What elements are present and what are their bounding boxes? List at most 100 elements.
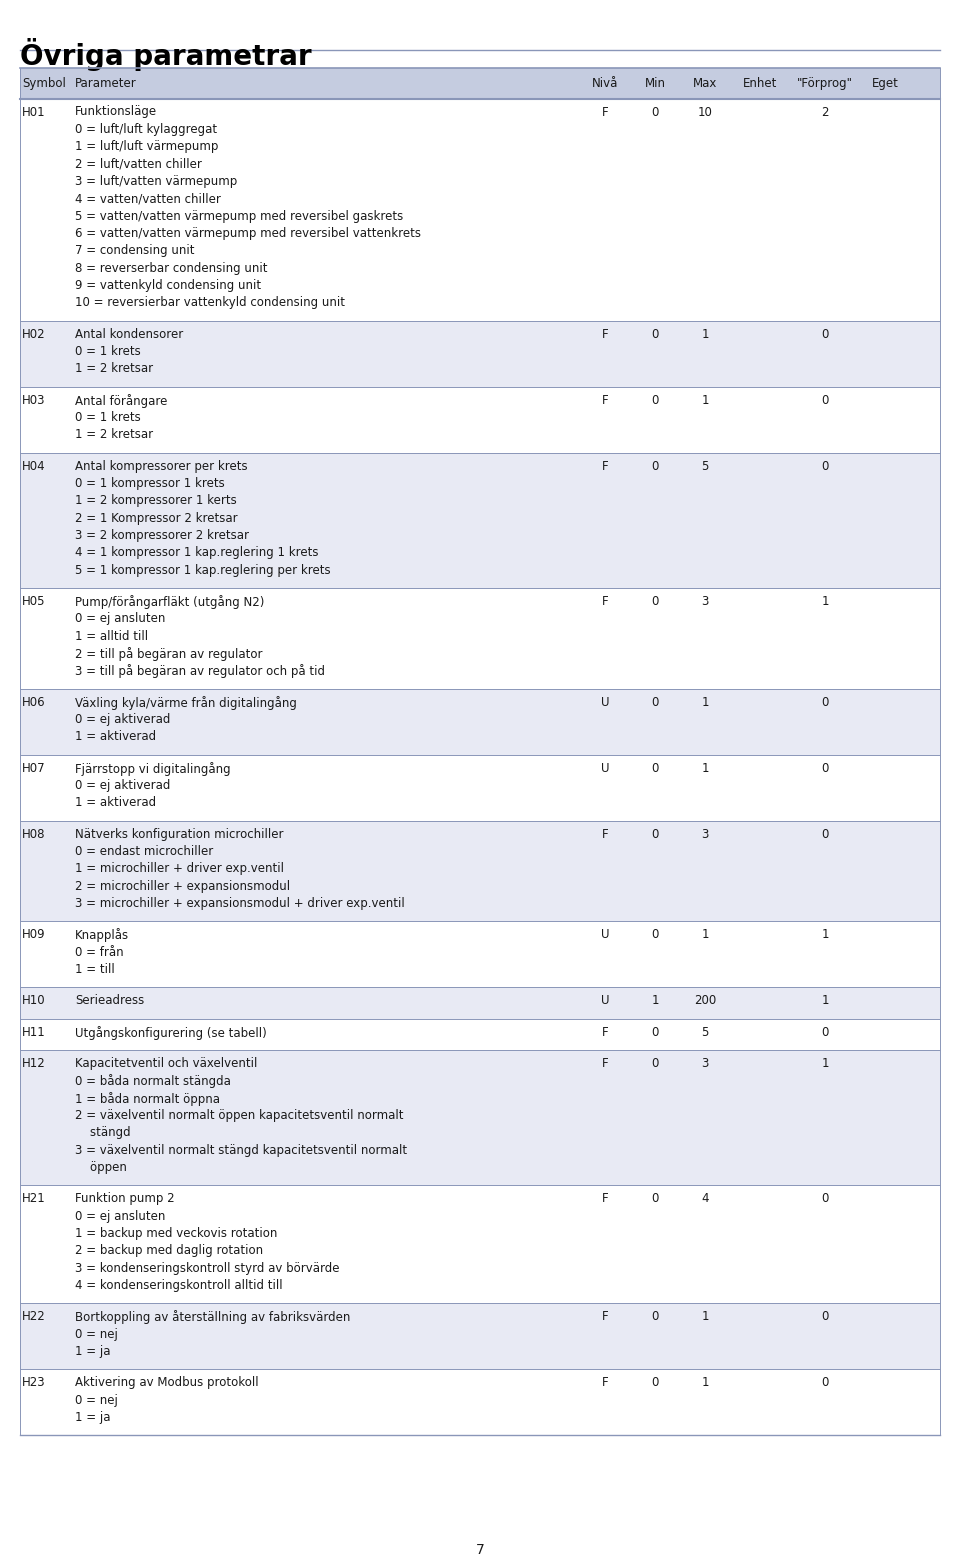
Text: Antal kondensorer: Antal kondensorer [75,328,183,340]
Text: 0: 0 [822,394,828,406]
Bar [20,387,940,453]
Text: 4: 4 [701,1192,708,1206]
Text: 0: 0 [651,696,659,709]
Text: 0: 0 [651,596,659,608]
Text: Symbol: Symbol [22,77,66,89]
Text: H07: H07 [22,762,46,775]
Bar [20,1303,940,1369]
Bar [20,688,940,754]
Text: 1: 1 [701,696,708,709]
Text: F: F [602,328,609,340]
Text: H06: H06 [22,696,46,709]
Bar [20,67,940,99]
Text: Pump/förångarfläkt (utgång N2): Pump/förångarfläkt (utgång N2) [75,596,264,608]
Text: Serieadress: Serieadress [75,994,144,1007]
Text: 1: 1 [701,762,708,775]
Text: Aktivering av Modbus protokoll: Aktivering av Modbus protokoll [75,1377,258,1389]
Text: Antal förångare: Antal förångare [75,394,167,408]
Bar [20,1185,940,1303]
Text: 0 = båda normalt stängda: 0 = båda normalt stängda [75,1074,230,1088]
Text: 0: 0 [651,1311,659,1323]
Text: 0 = luft/luft kylaggregat: 0 = luft/luft kylaggregat [75,122,217,136]
Text: 0: 0 [651,1377,659,1389]
Text: 0 = ej ansluten: 0 = ej ansluten [75,1209,165,1223]
Text: 3: 3 [702,596,708,608]
Text: Enhet: Enhet [743,77,778,89]
Text: 1 = 2 kretsar: 1 = 2 kretsar [75,362,154,375]
Text: H02: H02 [22,328,46,340]
Text: öppen: öppen [75,1160,127,1174]
Text: 2 = till på begäran av regulator: 2 = till på begäran av regulator [75,648,262,662]
Text: 1: 1 [701,328,708,340]
Text: 5 = 1 kompressor 1 kap.reglering per krets: 5 = 1 kompressor 1 kap.reglering per kre… [75,564,330,577]
Text: H22: H22 [22,1311,46,1323]
Text: 3: 3 [702,1057,708,1069]
Text: 5: 5 [702,1025,708,1038]
Text: 1 = backup med veckovis rotation: 1 = backup med veckovis rotation [75,1228,277,1240]
Text: H03: H03 [22,394,45,406]
Text: 2 = luft/vatten chiller: 2 = luft/vatten chiller [75,157,202,171]
Text: H08: H08 [22,828,45,840]
Bar [20,922,940,988]
Text: 3 = till på begäran av regulator och på tid: 3 = till på begäran av regulator och på … [75,665,325,679]
Text: 6 = vatten/vatten värmepump med reversibel vattenkrets: 6 = vatten/vatten värmepump med reversib… [75,227,421,240]
Text: U: U [601,696,610,709]
Text: 0: 0 [651,1057,659,1069]
Text: 3: 3 [702,828,708,840]
Text: Fjärrstopp vi digitalingång: Fjärrstopp vi digitalingång [75,762,230,776]
Text: 1: 1 [701,928,708,941]
Text: 0 = 1 krets: 0 = 1 krets [75,345,141,358]
Text: 1: 1 [701,394,708,406]
Text: 1 = aktiverad: 1 = aktiverad [75,731,156,743]
Text: 0: 0 [822,1025,828,1038]
Bar [20,754,940,820]
Bar [20,99,940,321]
Text: F: F [602,1192,609,1206]
Text: H01: H01 [22,105,46,119]
Bar [20,321,940,387]
Text: 4 = kondenseringskontroll alltid till: 4 = kondenseringskontroll alltid till [75,1279,282,1292]
Text: 2 = microchiller + expansionsmodul: 2 = microchiller + expansionsmodul [75,880,290,892]
Text: 0: 0 [651,105,659,119]
Text: 2: 2 [821,105,828,119]
Text: Funktion pump 2: Funktion pump 2 [75,1192,175,1206]
Bar [20,820,940,922]
Text: 0 = ej ansluten: 0 = ej ansluten [75,613,165,626]
Text: 1 = till: 1 = till [75,963,115,977]
Text: 1 = ja: 1 = ja [75,1411,110,1424]
Bar [20,988,940,1019]
Text: 0: 0 [651,1192,659,1206]
Text: 3 = kondenseringskontroll styrd av börvärde: 3 = kondenseringskontroll styrd av börvä… [75,1262,340,1275]
Text: 3 = växelventil normalt stängd kapacitetsventil normalt: 3 = växelventil normalt stängd kapacitet… [75,1143,407,1157]
Text: 0: 0 [822,459,828,472]
Text: F: F [602,394,609,406]
Text: 1: 1 [821,994,828,1007]
Text: F: F [602,828,609,840]
Text: Antal kompressorer per krets: Antal kompressorer per krets [75,459,248,472]
Text: 1: 1 [821,596,828,608]
Text: 200: 200 [694,994,716,1007]
Text: 0: 0 [822,696,828,709]
Text: 1 = ja: 1 = ja [75,1345,110,1358]
Text: 0 = ej aktiverad: 0 = ej aktiverad [75,779,170,792]
Text: Min: Min [644,77,665,89]
Text: 0: 0 [651,828,659,840]
Text: H10: H10 [22,994,46,1007]
Text: F: F [602,1025,609,1038]
Text: 2 = 1 Kompressor 2 kretsar: 2 = 1 Kompressor 2 kretsar [75,511,238,525]
Text: 0: 0 [822,762,828,775]
Bar [20,1369,940,1435]
Text: 2 = växelventil normalt öppen kapacitetsventil normalt: 2 = växelventil normalt öppen kapacitets… [75,1109,403,1123]
Text: H09: H09 [22,928,46,941]
Text: 10 = reversierbar vattenkyld condensing unit: 10 = reversierbar vattenkyld condensing … [75,296,345,309]
Text: U: U [601,762,610,775]
Text: F: F [602,1377,609,1389]
Text: 0: 0 [822,328,828,340]
Bar [20,1051,940,1185]
Text: 2 = backup med daglig rotation: 2 = backup med daglig rotation [75,1245,263,1258]
Text: H12: H12 [22,1057,46,1069]
Text: Nivå: Nivå [591,77,618,89]
Text: U: U [601,994,610,1007]
Text: 0 = från: 0 = från [75,946,124,958]
Text: 8 = reverserbar condensing unit: 8 = reverserbar condensing unit [75,262,268,274]
